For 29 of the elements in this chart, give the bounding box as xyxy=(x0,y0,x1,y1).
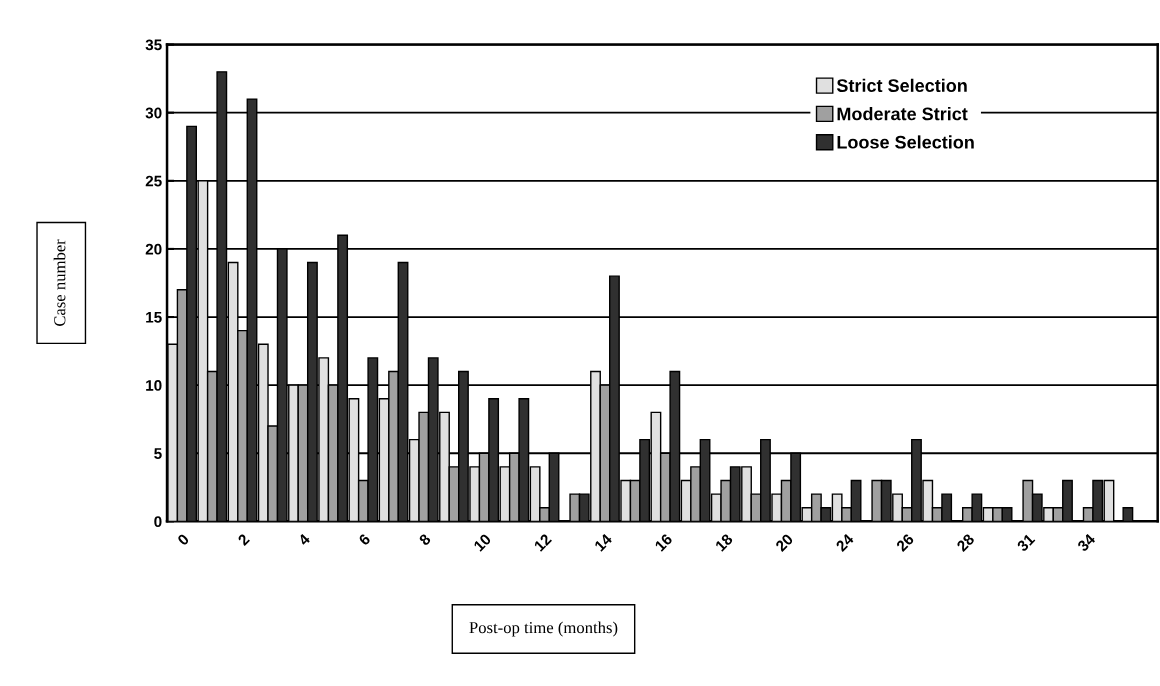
y-tick-label: 30 xyxy=(145,107,162,119)
x-tick-label: 16 xyxy=(654,533,673,552)
x-tick-label: 26 xyxy=(895,533,915,553)
x-tick-label: 28 xyxy=(956,533,976,553)
legend-label: Loose Selection xyxy=(837,135,974,149)
y-tick-label: 20 xyxy=(145,243,162,255)
y-tick-label: 10 xyxy=(146,380,162,391)
y-axis-title: Case number xyxy=(53,239,66,327)
x-tick-label: 14 xyxy=(594,532,613,552)
x-tick-label: 10 xyxy=(473,533,492,552)
x-tick-label: 4 xyxy=(297,532,311,547)
y-tick-label: 35 xyxy=(145,39,162,51)
legend-label: Moderate Strict xyxy=(837,107,968,121)
x-tick-label: 0 xyxy=(176,533,190,546)
x-tick-label: 31 xyxy=(1016,533,1036,553)
y-tick-label: 15 xyxy=(146,312,162,323)
legend-label: Strict Selection xyxy=(836,78,967,93)
x-tick-label: 20 xyxy=(774,533,794,553)
x-tick-label: 24 xyxy=(835,532,855,552)
x-tick-label: 2 xyxy=(237,533,250,546)
x-tick-label: 34 xyxy=(1076,532,1097,553)
x-tick-label: 18 xyxy=(714,533,734,552)
x-tick-label: 8 xyxy=(418,533,432,547)
y-tick-label: 25 xyxy=(145,175,162,187)
y-tick-label: 0 xyxy=(154,516,162,528)
y-tick-label: 5 xyxy=(154,448,162,459)
x-axis-title: Post-op time (months) xyxy=(469,621,618,637)
x-tick-label: 12 xyxy=(533,533,552,552)
x-tick-label: 6 xyxy=(358,533,371,547)
